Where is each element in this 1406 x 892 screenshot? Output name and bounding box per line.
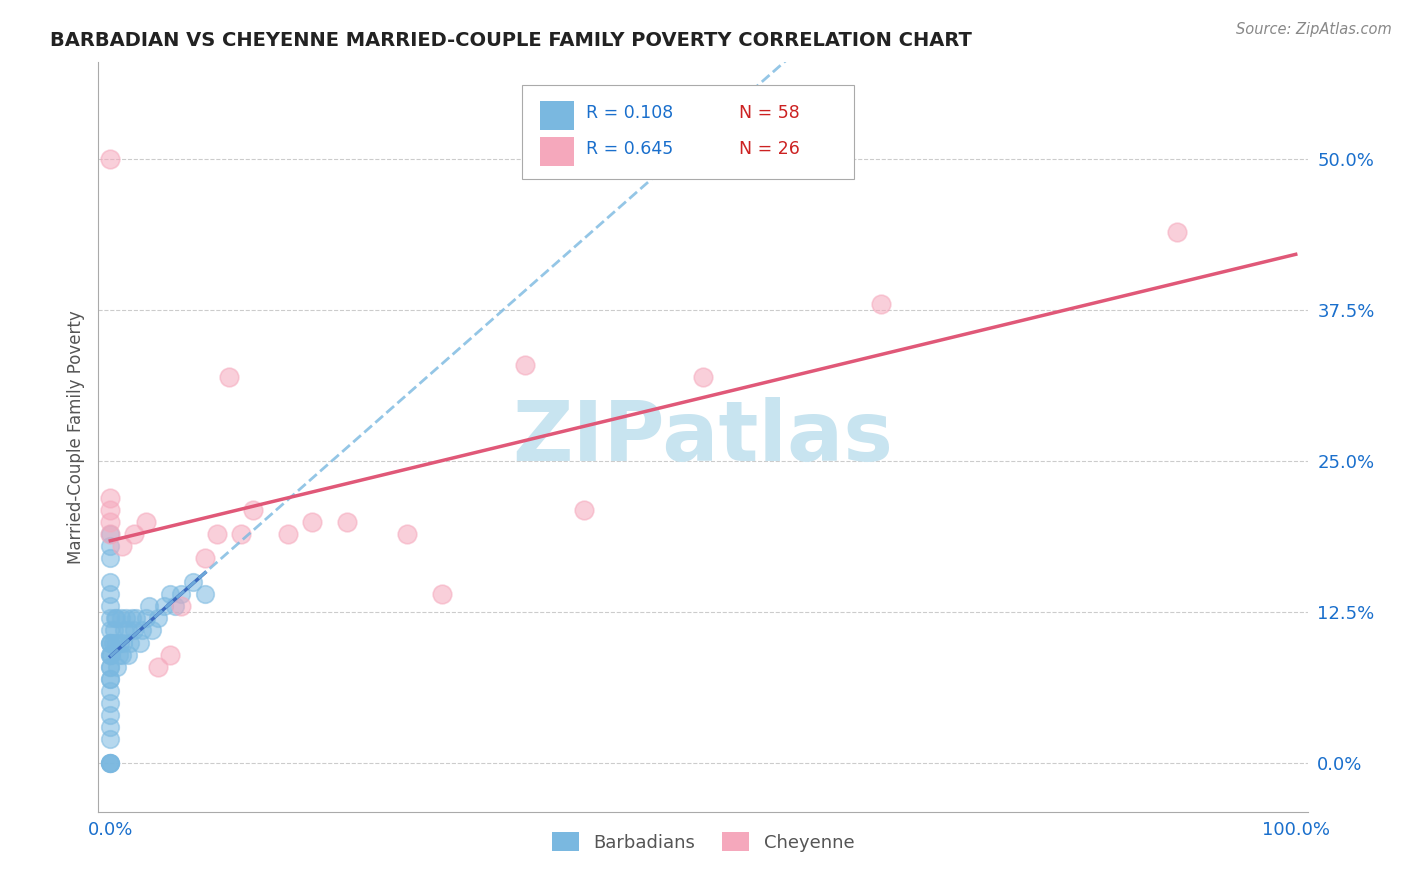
Point	[131, 624, 153, 638]
Point	[103, 624, 125, 638]
Point	[117, 648, 139, 662]
Point	[110, 611, 132, 625]
Point	[98, 732, 121, 747]
Point	[98, 539, 121, 553]
Text: N = 58: N = 58	[740, 104, 800, 122]
Text: ZIPatlas: ZIPatlas	[513, 397, 893, 477]
Text: R = 0.645: R = 0.645	[586, 140, 673, 159]
Point	[574, 502, 596, 516]
Point	[108, 635, 131, 649]
Point	[98, 648, 121, 662]
Bar	[540, 102, 574, 130]
Point	[336, 515, 359, 529]
Point	[194, 587, 217, 601]
Point	[98, 624, 121, 638]
Point	[105, 635, 128, 649]
Point	[101, 635, 124, 649]
Point	[194, 550, 217, 565]
Text: BARBADIAN VS CHEYENNE MARRIED-COUPLE FAMILY POVERTY CORRELATION CHART: BARBADIAN VS CHEYENNE MARRIED-COUPLE FAM…	[51, 30, 972, 50]
Point	[117, 624, 139, 638]
Point	[218, 369, 240, 384]
Bar	[540, 137, 574, 166]
Point	[98, 152, 121, 166]
Point	[170, 599, 193, 614]
Point	[98, 659, 121, 673]
Point	[100, 648, 122, 662]
Point	[152, 599, 174, 614]
FancyBboxPatch shape	[522, 85, 855, 178]
Point	[135, 611, 157, 625]
Point	[98, 756, 121, 771]
Point	[105, 611, 128, 625]
Text: N = 26: N = 26	[740, 140, 800, 159]
Point	[277, 526, 299, 541]
Point	[98, 635, 121, 649]
Point	[98, 491, 121, 505]
Point	[98, 635, 121, 649]
Point	[98, 756, 121, 771]
Text: R = 0.108: R = 0.108	[586, 104, 673, 122]
Point	[98, 550, 121, 565]
Point	[242, 502, 264, 516]
Point	[98, 708, 121, 723]
Point	[135, 515, 157, 529]
Point	[146, 659, 169, 673]
Point	[104, 611, 127, 625]
Point	[122, 526, 145, 541]
Point	[165, 599, 187, 614]
Point	[114, 611, 136, 625]
Point	[98, 659, 121, 673]
Point	[98, 526, 121, 541]
Point	[125, 611, 148, 625]
Point	[146, 611, 169, 625]
Point	[107, 648, 129, 662]
Point	[141, 624, 163, 638]
Point	[138, 599, 160, 614]
Point	[515, 358, 537, 372]
Point	[98, 720, 121, 734]
Y-axis label: Married-Couple Family Poverty: Married-Couple Family Poverty	[66, 310, 84, 564]
Point	[120, 635, 142, 649]
Point	[159, 587, 181, 601]
Point	[121, 611, 143, 625]
Point	[112, 635, 135, 649]
Point	[122, 624, 145, 638]
Point	[205, 526, 228, 541]
Point	[301, 515, 323, 529]
Point	[229, 526, 252, 541]
Point	[692, 369, 714, 384]
Point	[111, 539, 134, 553]
Point	[98, 587, 121, 601]
Point	[98, 515, 121, 529]
Point	[129, 635, 152, 649]
Point	[98, 684, 121, 698]
Point	[98, 672, 121, 686]
Point	[98, 502, 121, 516]
Point	[98, 526, 121, 541]
Point	[432, 587, 454, 601]
Point	[98, 756, 121, 771]
Point	[98, 599, 121, 614]
Point	[114, 624, 136, 638]
Point	[98, 696, 121, 710]
Point	[395, 526, 418, 541]
Point	[105, 659, 128, 673]
Point	[98, 575, 121, 590]
Point	[98, 611, 121, 625]
Point	[98, 672, 121, 686]
Point	[181, 575, 204, 590]
Point	[98, 648, 121, 662]
Point	[111, 648, 134, 662]
Point	[159, 648, 181, 662]
Point	[869, 297, 891, 311]
Point	[170, 587, 193, 601]
Point	[1166, 225, 1188, 239]
Text: Source: ZipAtlas.com: Source: ZipAtlas.com	[1236, 22, 1392, 37]
Point	[98, 635, 121, 649]
Legend: Barbadians, Cheyenne: Barbadians, Cheyenne	[544, 825, 862, 859]
Point	[98, 756, 121, 771]
